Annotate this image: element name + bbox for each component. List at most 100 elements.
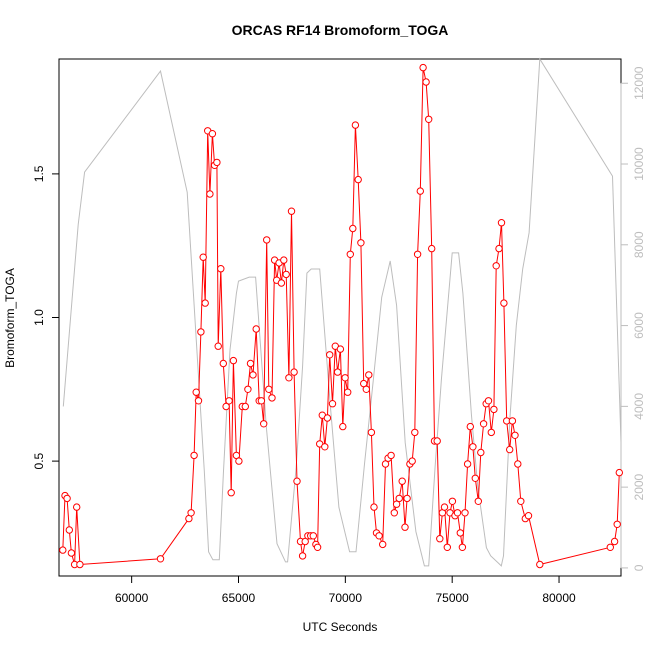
data-point (241, 402, 250, 411)
data-point (401, 523, 409, 531)
data-point (67, 549, 76, 557)
data-point (263, 236, 271, 244)
data-point (249, 371, 257, 379)
data-point (59, 546, 67, 554)
plot-frame (58, 58, 622, 577)
data-point (222, 402, 230, 411)
data-point (341, 374, 349, 382)
data-point (506, 445, 514, 454)
data-point (362, 385, 370, 393)
data-point (403, 494, 411, 503)
data-point (208, 130, 217, 138)
data-point (156, 555, 165, 563)
data-point (367, 428, 376, 437)
data-point (194, 397, 203, 405)
data-point (287, 207, 296, 215)
y-tick-label: 1.0 (32, 309, 46, 326)
data-point (354, 175, 362, 184)
data-point (461, 509, 469, 517)
data-point (326, 351, 334, 359)
data-point (416, 187, 424, 195)
data-point (495, 244, 503, 253)
x-tick-label: 65000 (222, 591, 256, 605)
data-point (201, 299, 209, 307)
data-point (76, 560, 84, 569)
y2-tick-label: 10000 (632, 147, 646, 181)
x-tick-label: 70000 (329, 591, 363, 605)
y2-axis: 0 2000 4000 6000 8000 10000 12000 (620, 66, 646, 571)
data-point (217, 265, 225, 273)
y-tick-label: 0.5 (32, 452, 46, 469)
data-point (428, 244, 436, 253)
data-point (469, 443, 477, 451)
data-point (487, 428, 495, 437)
data-point (246, 359, 255, 368)
data-point (229, 356, 238, 365)
data-point (187, 509, 195, 517)
data-point (190, 451, 198, 460)
data-point (375, 532, 383, 540)
data-point (213, 158, 221, 167)
y2-tick-label: 2000 (632, 473, 646, 500)
data-point (192, 388, 200, 396)
data-point (433, 437, 441, 445)
data-point (257, 397, 266, 405)
data-point (474, 497, 482, 505)
data-point (606, 543, 614, 551)
data-point (339, 422, 347, 431)
data-point (298, 552, 307, 560)
data-point (260, 420, 268, 428)
data-point (309, 532, 317, 540)
x-tick-label: 60000 (115, 591, 149, 605)
data-point (65, 526, 74, 534)
series-line-bromoform (62, 67, 620, 566)
data-point (265, 385, 273, 393)
data-point (268, 394, 276, 402)
data-point (365, 371, 373, 379)
data-point (323, 414, 332, 422)
x-axis-label: UTC Seconds (303, 620, 378, 634)
data-point (244, 385, 252, 393)
y2-tick-label: 4000 (632, 393, 646, 420)
data-point (398, 477, 406, 485)
data-point (610, 537, 619, 546)
data-point (471, 474, 479, 482)
data-point (395, 494, 403, 503)
data-point (463, 460, 472, 468)
data-point (484, 397, 493, 405)
y-axis-label: Bromoform_TOGA (3, 268, 17, 368)
data-point (280, 256, 288, 264)
data-point (285, 374, 293, 382)
data-point (492, 262, 500, 270)
data-point (379, 540, 387, 549)
data-point (227, 489, 235, 497)
chart-title: ORCAS RF14 Bromoform_TOGA (232, 22, 449, 38)
data-point (443, 543, 451, 551)
x-tick-label: 80000 (542, 591, 576, 605)
data-point (336, 345, 345, 353)
y2-tick-label: 12000 (632, 66, 646, 100)
data-point (458, 543, 467, 551)
data-point (500, 299, 508, 307)
data-point (466, 422, 474, 431)
data-point (219, 359, 228, 368)
data-point (508, 417, 517, 425)
data-point (615, 468, 623, 477)
data-point (511, 431, 519, 439)
data-point (357, 239, 365, 247)
data-point (290, 368, 298, 376)
data-point (252, 325, 260, 333)
data-point (440, 503, 449, 511)
data-point (453, 509, 462, 517)
y2-tick-label: 6000 (632, 312, 646, 339)
data-point (225, 397, 233, 405)
data-point (235, 457, 243, 465)
data-point (214, 342, 222, 350)
data-point (514, 460, 522, 468)
data-point (497, 219, 506, 227)
data-point (321, 443, 329, 451)
data-point (613, 520, 621, 528)
y-axis: 0.5 1.0 1.5 (32, 165, 60, 469)
data-point (490, 405, 498, 414)
